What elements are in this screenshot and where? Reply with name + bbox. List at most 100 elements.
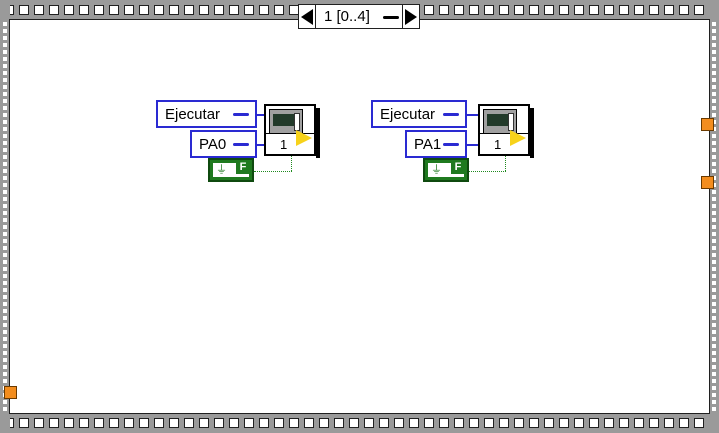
film-hole bbox=[712, 148, 716, 152]
film-hole bbox=[634, 5, 644, 15]
boolean-constant-1[interactable]: ⏚ F bbox=[423, 158, 469, 182]
film-hole bbox=[259, 418, 269, 428]
film-hole bbox=[514, 418, 524, 428]
film-hole bbox=[589, 418, 599, 428]
film-hole bbox=[3, 239, 7, 243]
boolean-constant-0[interactable]: ⏚ F bbox=[208, 158, 254, 182]
film-hole bbox=[712, 309, 716, 313]
ejecutar-control-1[interactable]: Ejecutar bbox=[371, 100, 467, 128]
toggle-icon: ⏚ bbox=[431, 163, 442, 176]
film-hole bbox=[3, 113, 7, 117]
film-hole bbox=[3, 344, 7, 348]
film-hole bbox=[712, 288, 716, 292]
wire bbox=[505, 156, 507, 171]
scope-icon bbox=[483, 109, 517, 134]
film-hole bbox=[712, 253, 716, 257]
output-arrow-icon bbox=[510, 130, 526, 146]
film-hole bbox=[3, 358, 7, 362]
film-hole bbox=[712, 78, 716, 82]
film-hole bbox=[712, 50, 716, 54]
film-hole bbox=[3, 169, 7, 173]
film-hole bbox=[712, 197, 716, 201]
film-hole bbox=[94, 418, 104, 428]
film-hole bbox=[3, 197, 7, 201]
film-hole bbox=[3, 162, 7, 166]
tunnel-right-2[interactable] bbox=[701, 176, 714, 189]
film-hole bbox=[454, 5, 464, 15]
film-hole bbox=[3, 148, 7, 152]
film-hole bbox=[169, 5, 179, 15]
prev-frame-arrow-icon[interactable] bbox=[301, 9, 313, 25]
film-hole bbox=[712, 386, 716, 390]
film-hole bbox=[169, 418, 179, 428]
channel-control-0[interactable]: PA0 bbox=[190, 130, 257, 158]
film-hole bbox=[3, 309, 7, 313]
film-hole bbox=[712, 57, 716, 61]
dropdown-icon bbox=[233, 143, 249, 146]
film-hole bbox=[712, 183, 716, 187]
film-hole bbox=[574, 5, 584, 15]
film-hole bbox=[484, 5, 494, 15]
ejecutar-label-0: Ejecutar bbox=[165, 106, 221, 123]
subvi-icon-1[interactable]: 1 bbox=[478, 104, 534, 158]
channel-control-1[interactable]: PA1 bbox=[405, 130, 467, 158]
film-hole bbox=[274, 5, 284, 15]
film-hole bbox=[712, 127, 716, 131]
film-hole bbox=[3, 295, 7, 299]
film-hole bbox=[712, 120, 716, 124]
film-hole bbox=[3, 302, 7, 306]
film-hole bbox=[712, 351, 716, 355]
film-hole bbox=[409, 418, 419, 428]
film-hole bbox=[559, 418, 569, 428]
tunnel-left-1[interactable] bbox=[4, 386, 17, 399]
film-hole bbox=[694, 418, 704, 428]
next-frame-arrow-icon[interactable] bbox=[405, 9, 417, 25]
film-hole bbox=[64, 418, 74, 428]
film-hole bbox=[712, 106, 716, 110]
film-hole bbox=[3, 22, 7, 26]
film-hole bbox=[394, 418, 404, 428]
film-hole bbox=[712, 204, 716, 208]
film-hole bbox=[109, 5, 119, 15]
film-hole bbox=[109, 418, 119, 428]
film-hole bbox=[574, 418, 584, 428]
film-hole bbox=[79, 5, 89, 15]
film-hole bbox=[712, 141, 716, 145]
film-hole bbox=[334, 418, 344, 428]
film-hole bbox=[3, 337, 7, 341]
tunnel-right-1[interactable] bbox=[701, 118, 714, 131]
film-hole bbox=[712, 29, 716, 33]
film-hole bbox=[712, 162, 716, 166]
film-hole bbox=[3, 225, 7, 229]
film-hole bbox=[3, 246, 7, 250]
film-hole bbox=[49, 5, 59, 15]
film-hole bbox=[139, 418, 149, 428]
film-hole bbox=[544, 418, 554, 428]
film-hole bbox=[229, 5, 239, 15]
film-hole bbox=[559, 5, 569, 15]
wire bbox=[467, 114, 479, 116]
film-hole bbox=[712, 190, 716, 194]
film-hole bbox=[154, 418, 164, 428]
film-hole bbox=[589, 5, 599, 15]
film-hole bbox=[154, 5, 164, 15]
film-hole bbox=[124, 418, 134, 428]
case-selector-dropdown-icon[interactable] bbox=[383, 16, 399, 19]
subvi-number-0: 1 bbox=[280, 137, 288, 152]
film-hole bbox=[184, 5, 194, 15]
frame-border-right bbox=[709, 0, 719, 433]
dropdown-icon bbox=[443, 143, 459, 146]
film-hole bbox=[3, 211, 7, 215]
film-hole bbox=[3, 99, 7, 103]
ejecutar-control-0[interactable]: Ejecutar bbox=[156, 100, 257, 128]
subvi-icon-0[interactable]: 1 bbox=[264, 104, 320, 158]
film-hole bbox=[3, 379, 7, 383]
film-hole bbox=[19, 5, 29, 15]
film-hole bbox=[3, 232, 7, 236]
film-hole bbox=[274, 418, 284, 428]
wire bbox=[254, 170, 292, 172]
film-hole bbox=[712, 344, 716, 348]
film-hole bbox=[3, 351, 7, 355]
case-selector[interactable]: 1 [0..4] bbox=[298, 4, 420, 29]
